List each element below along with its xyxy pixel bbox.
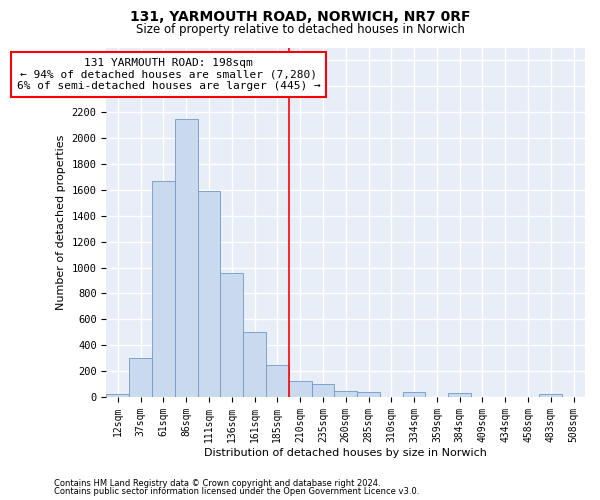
Bar [266,366,289,397]
Bar [197,190,220,397]
Text: Size of property relative to detached houses in Norwich: Size of property relative to detached ho… [136,22,464,36]
Text: 131 YARMOUTH ROAD: 198sqm
← 94% of detached houses are smaller (7,280)
6% of sem: 131 YARMOUTH ROAD: 198sqm ← 94% of detac… [17,58,320,91]
Bar [243,332,266,397]
X-axis label: Distribution of detached houses by size in Norwich: Distribution of detached houses by size … [204,448,487,458]
Text: 131, YARMOUTH ROAD, NORWICH, NR7 0RF: 131, YARMOUTH ROAD, NORWICH, NR7 0RF [130,10,470,24]
Bar [448,393,471,397]
Bar [357,392,380,397]
Text: Contains HM Land Registry data © Crown copyright and database right 2024.: Contains HM Land Registry data © Crown c… [54,478,380,488]
Bar [152,181,175,397]
Bar [403,392,425,397]
Text: Contains public sector information licensed under the Open Government Licence v3: Contains public sector information licen… [54,487,419,496]
Bar [129,358,152,397]
Bar [175,118,197,397]
Bar [289,381,311,397]
Y-axis label: Number of detached properties: Number of detached properties [56,134,66,310]
Bar [334,390,357,397]
Bar [106,394,129,397]
Bar [311,384,334,397]
Bar [539,394,562,397]
Bar [220,272,243,397]
